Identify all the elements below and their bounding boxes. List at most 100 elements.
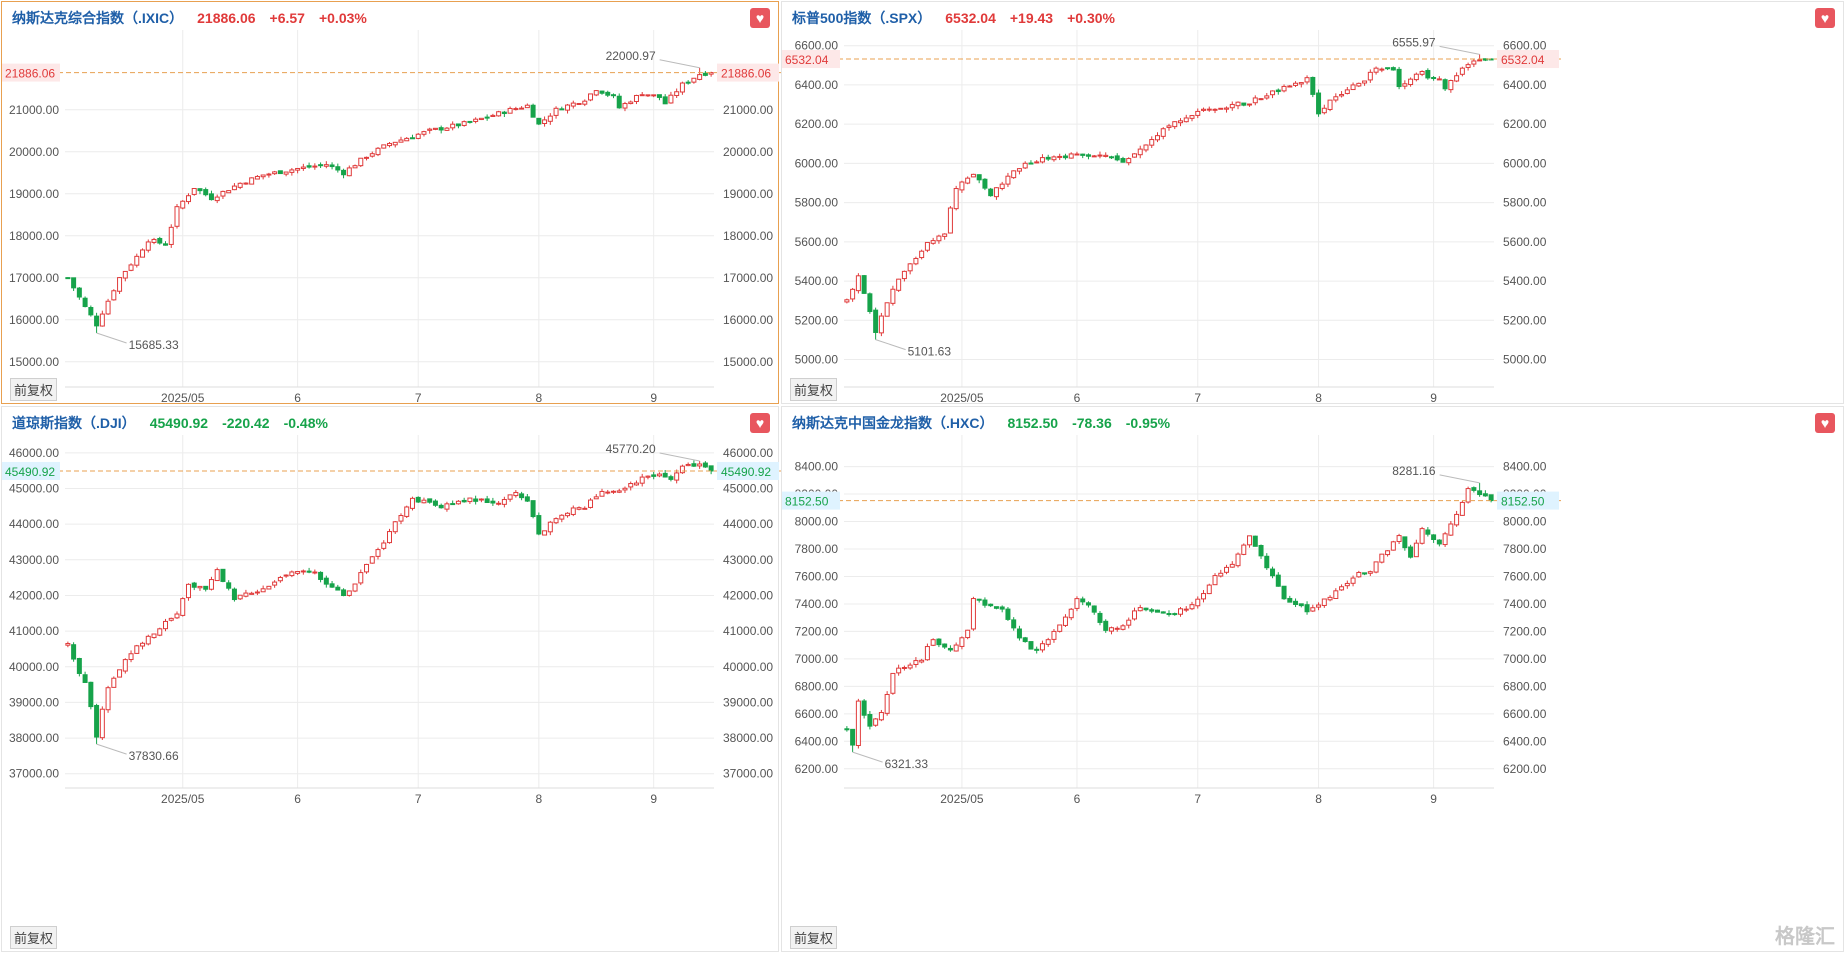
- candle-body: [1408, 78, 1414, 86]
- candlestick-chart[interactable]: 6200.00 6200.00 6400.00 6400.00 6600.00 6600.…: [782, 407, 1843, 951]
- candle-body: [1477, 490, 1483, 496]
- candle-body: [312, 165, 318, 168]
- candle-body: [467, 120, 473, 123]
- y-tick-label-left: 5000.00: [795, 353, 839, 367]
- candle-body: [1344, 89, 1350, 94]
- y-tick-label-left: 20000.00: [9, 145, 59, 159]
- candle-body: [174, 613, 180, 619]
- candle-body: [1143, 607, 1149, 611]
- candle-body: [547, 115, 553, 122]
- candle-body: [1074, 598, 1080, 609]
- y-tick-label-right: 6400.00: [1503, 734, 1547, 748]
- candle-body: [208, 579, 214, 590]
- candle-body: [536, 515, 542, 535]
- index-change: -78.36: [1072, 415, 1112, 431]
- y-tick-label-right: 38000.00: [723, 731, 773, 745]
- candle-body: [651, 94, 657, 97]
- y-tick-label-left: 5400.00: [795, 274, 839, 288]
- adjustment-label[interactable]: 前复权: [10, 926, 58, 949]
- candle-body: [1316, 604, 1322, 608]
- candle-body: [1068, 608, 1074, 619]
- y-tick-label-right: 6600.00: [1503, 707, 1547, 721]
- low-value-label: 6321.33: [885, 757, 929, 771]
- candle-body: [392, 141, 398, 146]
- candle-body: [1373, 561, 1379, 573]
- index-pct: -0.95%: [1125, 415, 1171, 431]
- candle-body: [1189, 115, 1195, 119]
- candlestick-chart[interactable]: 15000.00 15000.00 16000.00 16000.00 17000.00…: [2, 2, 781, 405]
- low-leader-line: [96, 743, 127, 755]
- panel-header: 道琼斯指数（.DJI） 45490.92 -220.42 -0.48%: [12, 413, 342, 433]
- candle-body: [249, 592, 255, 595]
- y-tick-label-left: 38000.00: [9, 731, 59, 745]
- y-tick-label-right: 6200.00: [1503, 117, 1547, 131]
- panel-dji[interactable]: 道琼斯指数（.DJI） 45490.92 -220.42 -0.48% ♥ 前复权 3700…: [1, 406, 781, 952]
- candle-body: [145, 635, 151, 645]
- x-tick-label: 2025/05: [940, 792, 984, 806]
- candle-body: [965, 177, 971, 184]
- y-tick-label-left: 19000.00: [9, 187, 59, 201]
- candle-body: [651, 474, 657, 477]
- panel-hxc[interactable]: 纳斯达克中国金龙指数（.HXC） 8152.50 -78.36 -0.95% ♥ 前复权 6…: [781, 406, 1844, 952]
- adjustment-label[interactable]: 前复权: [790, 926, 838, 949]
- candle-body: [1028, 641, 1034, 650]
- candle-body: [1229, 563, 1235, 568]
- favorite-heart-icon[interactable]: ♥: [750, 8, 770, 28]
- candle-body: [1212, 108, 1218, 111]
- favorite-heart-icon[interactable]: ♥: [1815, 8, 1835, 28]
- candle-body: [1201, 593, 1207, 600]
- candle-body: [674, 472, 680, 481]
- y-tick-label-right: 40000.00: [723, 660, 773, 674]
- candle-body: [1281, 585, 1287, 600]
- low-value-label: 37830.66: [129, 749, 179, 763]
- x-tick-label: 9: [1430, 391, 1437, 405]
- candle-body: [364, 563, 370, 573]
- candle-body: [999, 183, 1005, 189]
- candle-body: [582, 100, 588, 105]
- candle-body: [1241, 102, 1247, 106]
- candle-body: [306, 570, 312, 573]
- candle-body: [358, 157, 364, 167]
- candle-body: [88, 681, 94, 708]
- candle-body: [610, 94, 616, 97]
- x-tick-label: 7: [1194, 792, 1201, 806]
- candle-body: [455, 123, 461, 127]
- candle-body: [565, 512, 571, 517]
- panel-header: 纳斯达克综合指数（.IXIC） 21886.06 +6.57 +0.03%: [12, 8, 381, 28]
- favorite-heart-icon[interactable]: ♥: [1815, 413, 1835, 433]
- candle-body: [1224, 107, 1230, 110]
- y-tick-label-left: 15000.00: [9, 355, 59, 369]
- candle-body: [1471, 60, 1477, 65]
- favorite-heart-icon[interactable]: ♥: [750, 413, 770, 433]
- candle-body: [1011, 170, 1017, 179]
- adjustment-label[interactable]: 前复权: [790, 378, 838, 401]
- candle-body: [970, 598, 976, 630]
- candle-body: [553, 107, 559, 116]
- candle-body: [94, 704, 100, 738]
- candle-body: [1062, 155, 1068, 159]
- candle-body: [473, 118, 479, 122]
- candle-body: [1131, 610, 1137, 620]
- adjustment-label[interactable]: 前复权: [10, 378, 58, 401]
- candle-body: [702, 462, 708, 468]
- candle-body: [861, 275, 867, 294]
- candle-body: [208, 193, 214, 201]
- candle-body: [128, 264, 134, 271]
- panel-spx[interactable]: 标普500指数（.SPX） 6532.04 +19.43 +0.30% ♥ 前复权 5000…: [781, 1, 1844, 405]
- candle-body: [1034, 161, 1040, 164]
- candle-body: [1344, 582, 1350, 587]
- panel-ixic[interactable]: 纳斯达克综合指数（.IXIC） 21886.06 +6.57 +0.03% ♥ 前复权 15…: [1, 1, 781, 405]
- candle-body: [639, 476, 645, 484]
- candle-body: [1178, 120, 1184, 124]
- candle-body: [679, 465, 685, 474]
- candle-body: [168, 226, 174, 245]
- candlestick-chart[interactable]: 5000.00 5000.00 5200.00 5200.00 5400.00 5400.…: [782, 2, 1843, 405]
- candlestick-chart[interactable]: 37000.00 37000.00 38000.00 38000.00 39000.00…: [2, 407, 781, 951]
- candle-body: [570, 102, 576, 107]
- candle-body: [1304, 604, 1310, 613]
- candle-body: [484, 116, 490, 119]
- candle-body: [1264, 95, 1270, 99]
- candle-body: [930, 240, 936, 244]
- candle-body: [1379, 553, 1385, 563]
- candle-body: [231, 185, 237, 191]
